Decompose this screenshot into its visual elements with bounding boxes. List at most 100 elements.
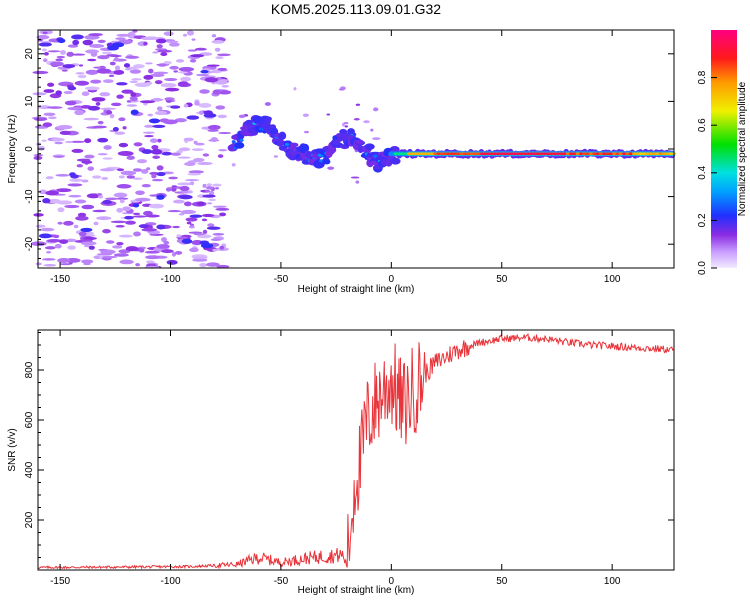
heatmap-noise-cell xyxy=(38,233,52,239)
heatmap-noise-cell xyxy=(188,225,195,229)
heatmap-noise-cell xyxy=(55,173,70,177)
heatmap-noise-cell xyxy=(81,204,95,210)
heatmap-noise-cell xyxy=(89,44,105,48)
heatmap-noise-cell xyxy=(166,40,179,44)
heatmap-noise-cell xyxy=(165,187,172,192)
heatmap-noise-cell xyxy=(218,148,228,152)
heatmap-noise-cell xyxy=(103,145,112,150)
heatmap-noise-cell xyxy=(145,62,153,65)
heatmap-noise-cell xyxy=(177,156,191,159)
heatmap-noise-cell xyxy=(212,89,222,95)
heatmap-noise-cell xyxy=(186,115,200,120)
heatmap-noise-cell xyxy=(125,246,139,252)
heatmap-noise-cell xyxy=(326,113,331,116)
heatmap-noise-cell xyxy=(156,172,166,177)
heatmap-noise-cell xyxy=(59,239,69,244)
heatmap-noise-cell xyxy=(67,106,83,111)
heatmap-noise-cell xyxy=(168,176,178,180)
heatmap-noise-cell xyxy=(170,152,181,156)
snr-y-tick-label: 200 xyxy=(24,511,35,528)
heatmap-noise-cell xyxy=(207,223,215,227)
heatmap-noise-cell xyxy=(66,238,77,242)
heatmap-noise-cell xyxy=(138,248,145,253)
heatmap-noise-cell xyxy=(164,87,180,92)
heatmap-signal-cell xyxy=(288,146,298,151)
heatmap-noise-cell xyxy=(43,112,56,117)
heatmap-noise-cell xyxy=(43,51,49,56)
heatmap-noise-cell xyxy=(97,39,106,44)
heatmap-noise-cell xyxy=(105,197,118,201)
heatmap-noise-cell xyxy=(178,147,191,152)
heatmap-noise-cell xyxy=(92,209,107,213)
heatmap-noise-cell xyxy=(148,68,154,74)
heatmap-noise-cell xyxy=(119,259,134,265)
heatmap-carrier-core xyxy=(416,152,422,156)
heatmap-noise-cell xyxy=(145,255,161,260)
heatmap-y-tick-label: -10 xyxy=(24,189,35,204)
heatmap-noise-cell xyxy=(188,170,205,174)
heatmap-noise-cell xyxy=(35,224,46,228)
heatmap-noise-cell xyxy=(191,38,196,41)
heatmap-noise-cell xyxy=(61,69,68,72)
heatmap-noise-cell xyxy=(39,189,47,195)
heatmap-carrier-core xyxy=(426,152,432,156)
heatmap-carrier-core xyxy=(589,152,594,156)
heatmap-noise-cell xyxy=(118,142,129,148)
heatmap-noise-cell xyxy=(202,183,207,188)
heatmap-noise-cell xyxy=(102,255,118,259)
heatmap-noise-cell xyxy=(135,190,145,196)
heatmap-noise-cell xyxy=(177,71,188,74)
colorbar-label: Normalized spectral amplitude xyxy=(737,81,748,216)
heatmap-noise-cell xyxy=(148,118,161,124)
heatmap-noise-cell xyxy=(32,70,49,75)
heatmap-carrier-core xyxy=(555,152,561,156)
heatmap-noise-cell xyxy=(172,199,185,204)
heatmap-signal-cell xyxy=(355,139,364,145)
heatmap-noise-cell xyxy=(105,110,113,115)
heatmap-noise-cell xyxy=(55,90,62,96)
heatmap-noise-cell xyxy=(196,201,205,206)
heatmap-noise-cell xyxy=(134,197,151,202)
heatmap-x-tick-label: -150 xyxy=(50,274,70,285)
heatmap-carrier-core xyxy=(522,152,528,156)
heatmap-noise-cell xyxy=(108,74,115,78)
heatmap-noise-cell xyxy=(126,155,135,160)
heatmap-noise-cell xyxy=(78,231,87,237)
heatmap-carrier-core xyxy=(645,152,650,156)
heatmap-noise-cell xyxy=(198,110,204,115)
heatmap-noise-cell xyxy=(199,89,210,94)
heatmap-noise-cell xyxy=(199,263,208,268)
heatmap-noise-cell xyxy=(87,58,97,62)
heatmap-noise-cell xyxy=(42,258,56,261)
heatmap-noise-cell xyxy=(363,120,370,124)
heatmap-noise-cell xyxy=(160,52,168,57)
heatmap-carrier-core xyxy=(492,152,498,156)
heatmap-noise-cell xyxy=(143,36,159,40)
heatmap-noise-cell xyxy=(143,74,154,80)
heatmap-noise-cell xyxy=(74,109,85,116)
heatmap-noise-cell xyxy=(344,125,349,128)
heatmap-carrier-core xyxy=(615,152,620,156)
heatmap-noise-cell xyxy=(152,97,162,102)
heatmap-signal-cell xyxy=(239,138,244,142)
heatmap-noise-cell xyxy=(304,130,309,134)
heatmap-noise-cell xyxy=(117,150,134,157)
snr-panel: -150 -100 -50 0 50 100 200 400 600 800 Height of… xyxy=(7,329,675,596)
heatmap-carrier-core xyxy=(459,152,465,156)
heatmap-carrier-core xyxy=(638,152,644,156)
snr-x-tick-label: -150 xyxy=(50,576,70,587)
heatmap-carrier-core xyxy=(430,152,435,156)
heatmap-noise-cell xyxy=(152,124,166,129)
heatmap-noise-cell xyxy=(99,168,115,172)
colorbar-tick-label: 0.6 xyxy=(697,118,708,132)
heatmap-noise-cell xyxy=(200,69,209,74)
heatmap-noise-cell xyxy=(113,192,128,198)
heatmap-noise-cell xyxy=(156,194,165,200)
heatmap-noise-cell xyxy=(207,124,221,130)
heatmap-noise-cell xyxy=(85,69,99,75)
heatmap-noise-cell xyxy=(216,264,230,269)
heatmap-noise-cell xyxy=(187,160,198,164)
heatmap-noise-cell xyxy=(59,130,72,136)
heatmap-noise-cell xyxy=(60,49,66,55)
heatmap-noise-cell xyxy=(156,224,166,230)
